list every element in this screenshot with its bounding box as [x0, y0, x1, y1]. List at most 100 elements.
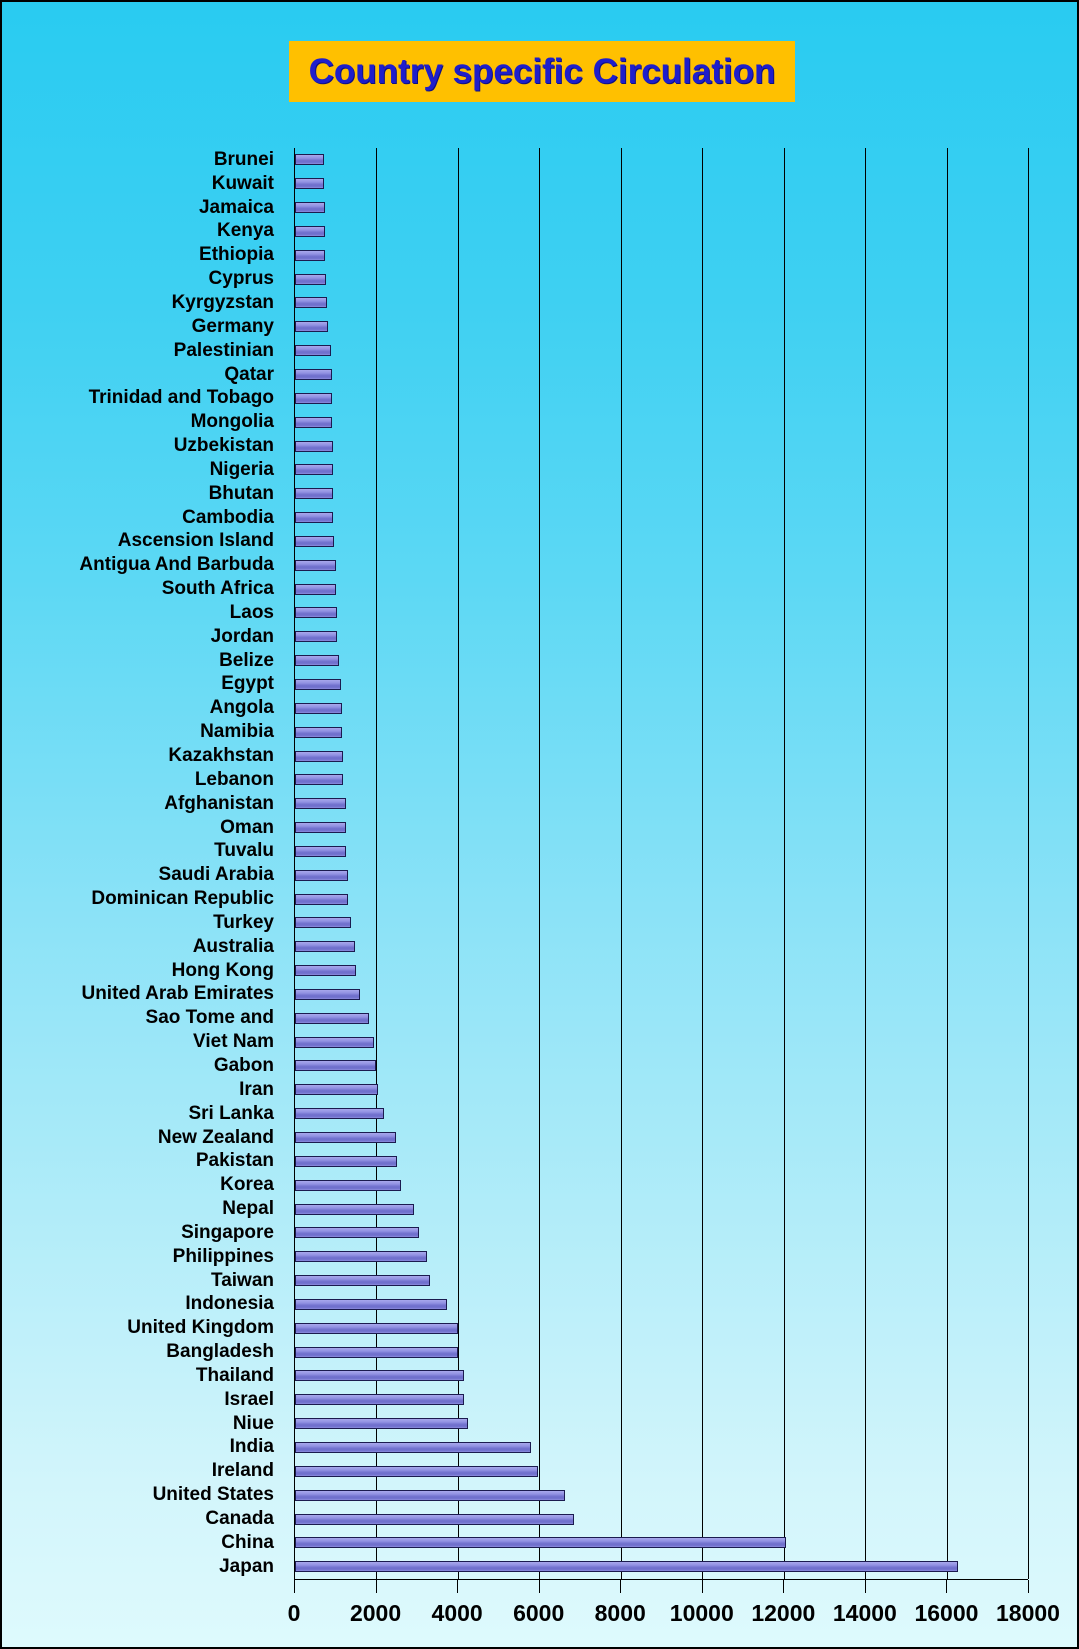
bar-row	[295, 720, 1028, 744]
bar	[295, 249, 326, 261]
bar-row	[295, 911, 1028, 935]
bar-row	[295, 1030, 1028, 1054]
bar	[295, 1132, 397, 1144]
bar-row	[295, 863, 1028, 887]
bar	[295, 1084, 379, 1096]
bar-row	[295, 744, 1028, 768]
bar	[295, 1155, 398, 1167]
gridline	[946, 148, 948, 1579]
bar-row	[295, 792, 1028, 816]
gridline	[865, 148, 867, 1579]
tickmark	[946, 1580, 948, 1593]
bar-row	[295, 1436, 1028, 1460]
bar	[295, 392, 333, 404]
x-tick-label: 6000	[513, 1600, 565, 1626]
bar-row	[295, 315, 1028, 339]
category-label: Cambodia	[182, 506, 274, 528]
bar-row	[295, 1078, 1028, 1102]
category-label: Jamaica	[198, 196, 274, 218]
bar-row	[295, 935, 1028, 959]
bar-row	[295, 434, 1028, 458]
bar-row	[295, 649, 1028, 673]
category-label: China	[221, 1531, 274, 1553]
category-label: Viet Nam	[193, 1031, 274, 1053]
bar	[295, 988, 360, 1000]
category-label: Oman	[220, 816, 274, 838]
bar-row	[295, 1388, 1028, 1412]
bar-row	[295, 220, 1028, 244]
bar-row	[295, 196, 1028, 220]
bar	[295, 1441, 532, 1453]
x-tick-label: 16000	[914, 1600, 979, 1626]
bar-row	[295, 386, 1028, 410]
bar	[295, 1251, 427, 1263]
bar	[295, 869, 348, 881]
bar-row	[295, 577, 1028, 601]
gridline	[539, 148, 541, 1579]
category-label: Canada	[205, 1508, 274, 1530]
category-label: Cyprus	[208, 268, 274, 290]
x-tick-label: 12000	[751, 1600, 816, 1626]
gridline	[1028, 148, 1029, 1579]
x-tick-label: 8000	[594, 1600, 646, 1626]
bar-row	[295, 363, 1028, 387]
bar	[295, 1227, 419, 1239]
category-label: Namibia	[200, 721, 274, 743]
bar	[295, 1322, 458, 1334]
bar-row	[295, 291, 1028, 315]
category-label: New Zealand	[157, 1126, 274, 1148]
bar	[295, 1179, 402, 1191]
category-label: United Arab Emirates	[81, 983, 274, 1005]
tickmark	[864, 1580, 866, 1593]
bar	[295, 1036, 374, 1048]
bar-row	[295, 1459, 1028, 1483]
bar-row	[295, 696, 1028, 720]
gridline	[620, 148, 622, 1579]
plot-area	[294, 148, 1029, 1580]
category-label: Ascension Island	[117, 530, 274, 552]
category-label: Ethiopia	[199, 244, 274, 266]
bar	[295, 965, 357, 977]
bar	[295, 345, 332, 357]
x-tick-label: 0	[287, 1600, 301, 1626]
bar-row	[295, 1102, 1028, 1126]
bar-row	[295, 553, 1028, 577]
bar-row	[295, 983, 1028, 1007]
category-label: United Kingdom	[127, 1317, 274, 1339]
tickmark	[701, 1580, 703, 1593]
category-label: Korea	[220, 1174, 274, 1196]
bar	[295, 1465, 539, 1477]
bar	[295, 631, 338, 643]
bar	[295, 702, 343, 714]
bar-row	[295, 1173, 1028, 1197]
chart-title: Country specific Circulation	[308, 51, 776, 91]
category-label: Jordan	[210, 625, 274, 647]
bar-row	[295, 1340, 1028, 1364]
category-label: Japan	[219, 1555, 274, 1577]
bar-row	[295, 1531, 1028, 1555]
bar	[295, 369, 332, 381]
bar-row	[295, 1364, 1028, 1388]
bar-row	[295, 1054, 1028, 1078]
bar	[295, 1561, 959, 1573]
bar-row	[295, 1507, 1028, 1531]
bar	[295, 917, 352, 929]
bar-row	[295, 1316, 1028, 1340]
category-label: Antigua And Barbuda	[79, 554, 274, 576]
category-label: Egypt	[221, 673, 274, 695]
category-label: Sri Lanka	[188, 1102, 274, 1124]
bar	[295, 154, 324, 166]
category-label: Tuvalu	[214, 840, 274, 862]
category-label: Kazakhstan	[168, 745, 274, 767]
bar-row	[295, 243, 1028, 267]
category-label: Trinidad and Tobago	[88, 387, 274, 409]
bar-row	[295, 410, 1028, 434]
bar	[295, 1513, 575, 1525]
bar-row	[295, 1269, 1028, 1293]
bar-row	[295, 673, 1028, 697]
x-axis-tick-labels: 0 2000 4000 6000 8000 10000 12000 14000 16000 180…	[288, 1600, 1060, 1630]
category-label: Saudi Arabia	[158, 864, 274, 886]
tickmark	[538, 1580, 540, 1593]
bar	[295, 1203, 414, 1215]
category-label: Bhutan	[208, 482, 274, 504]
